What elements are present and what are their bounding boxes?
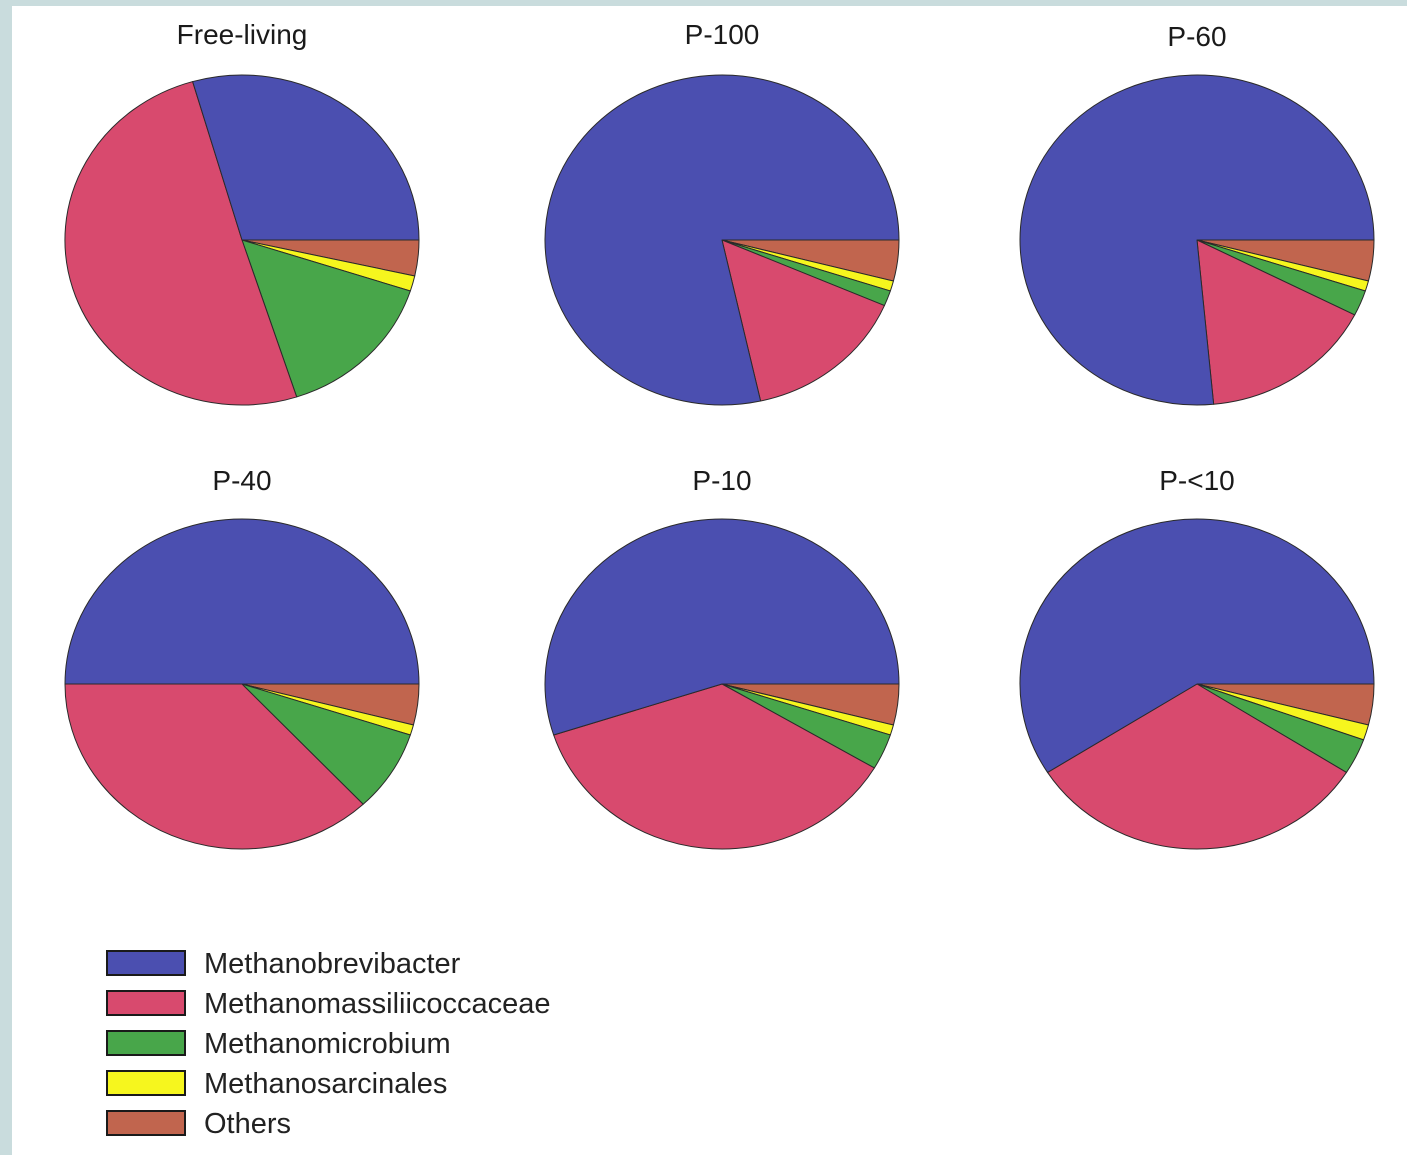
legend-swatch — [106, 1070, 186, 1096]
pie-slice-methanobrevibacter — [192, 74, 420, 241]
pie-slice-methanobrevibacter — [544, 74, 900, 406]
pie-slice-methanomassiliicoccaceae — [1196, 239, 1356, 405]
pie-title: P-40 — [212, 465, 271, 496]
pie-slice-methanobrevibacter — [64, 518, 420, 685]
pie-slice-methanomassiliicoccaceae — [1047, 683, 1347, 850]
legend-item-methanomassiliicoccaceae: Methanomassiliicoccaceae — [106, 988, 551, 1020]
legend-label: Methanomicrobium — [204, 1028, 451, 1060]
pie-chart-p-60: P-60 — [1019, 21, 1375, 406]
pie-slice-methanobrevibacter — [1019, 518, 1375, 773]
pie-slice-methanomassiliicoccaceae — [721, 239, 885, 402]
legend-swatch — [106, 1110, 186, 1136]
pie-chart-p-10: P-10 — [544, 465, 900, 850]
pie-slice-methanomassiliicoccaceae — [64, 683, 364, 850]
pie-slice-methanomassiliicoccaceae — [64, 81, 298, 406]
legend-label: Others — [204, 1108, 291, 1140]
pie-title: P-60 — [1167, 21, 1226, 52]
legend-swatch — [106, 1030, 186, 1056]
legend-item-methanosarcinales: Methanosarcinales — [106, 1068, 447, 1100]
pie-title: P-100 — [685, 19, 760, 50]
legend-item-others: Others — [106, 1108, 291, 1140]
pie-slice-methanobrevibacter — [544, 518, 900, 736]
pie-slice-methanobrevibacter — [1019, 74, 1375, 406]
pie-slice-methanomicrobium — [241, 683, 411, 805]
pie-chart-free-living: Free-living — [64, 19, 420, 406]
pie-slice-methanomicrobium — [241, 239, 411, 398]
legend-swatch — [106, 990, 186, 1016]
pie-chart-p-100: P-100 — [544, 19, 900, 406]
legend-swatch — [106, 950, 186, 976]
pie-title: P-<10 — [1159, 465, 1235, 496]
pie-title: Free-living — [177, 19, 308, 50]
pie-chart-p-40: P-40 — [64, 465, 420, 850]
pie-title: P-10 — [692, 465, 751, 496]
legend-label: Methanobrevibacter — [204, 948, 461, 980]
legend-label: Methanosarcinales — [204, 1068, 447, 1100]
legend-item-methanomicrobium: Methanomicrobium — [106, 1028, 451, 1060]
legend: Methanobrevibacter Methanomassiliicoccac… — [106, 948, 551, 1140]
pie-slice-methanomassiliicoccaceae — [553, 683, 875, 850]
legend-item-methanobrevibacter: Methanobrevibacter — [106, 948, 461, 980]
legend-label: Methanomassiliicoccaceae — [204, 988, 551, 1020]
pie-chart-p-lt-10: P-<10 — [1019, 465, 1375, 850]
